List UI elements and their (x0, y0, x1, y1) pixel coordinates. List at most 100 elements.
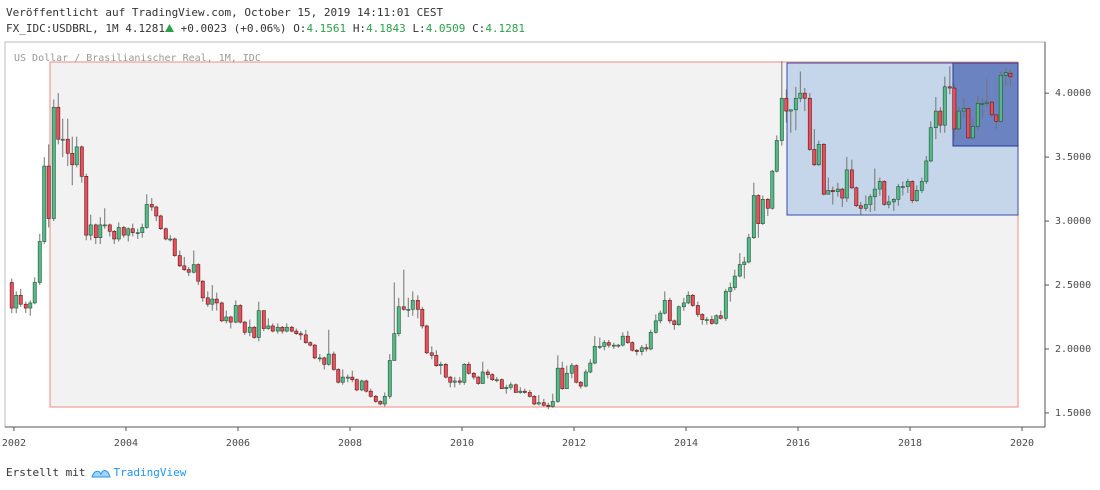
candle-body (578, 381, 583, 387)
up-arrow (164, 24, 174, 32)
candle-body (956, 110, 961, 130)
candle-body (476, 376, 481, 384)
candle-body (527, 392, 532, 397)
candle-body (364, 380, 369, 392)
candle-body (396, 306, 401, 334)
candle-body (270, 325, 275, 332)
made-with: Erstellt mit (6, 466, 86, 479)
candle-body (667, 300, 672, 322)
last-price: 4.1281 (125, 22, 165, 35)
brand-link[interactable]: TradingView (91, 466, 186, 479)
candle-body (256, 310, 261, 338)
candle-body (504, 387, 509, 389)
candle-body (65, 138, 70, 154)
candle-body (214, 298, 219, 304)
candle-body (835, 188, 840, 192)
candle-body (919, 181, 924, 191)
candle-body (536, 402, 541, 405)
candle-body (424, 325, 429, 354)
candle-body (401, 306, 406, 310)
series-legend: US Dollar / Brasilianischer Real, 1M, ID… (14, 53, 261, 64)
candle-body (186, 269, 191, 273)
candle-body (877, 181, 882, 190)
brand-name: TradingView (113, 466, 187, 479)
candle-body (625, 335, 630, 343)
candle-body (126, 228, 131, 236)
candle-body (266, 325, 271, 329)
candle-body (574, 365, 579, 383)
candle-body (779, 97, 784, 141)
symbol: FX_IDC:USDBRL, 1M (6, 22, 119, 35)
candle-body (560, 367, 565, 389)
candle-body (732, 275, 737, 288)
candle-body (228, 316, 233, 323)
candle-body (891, 199, 896, 203)
candle-body (793, 97, 798, 111)
candle-body (219, 302, 224, 322)
candle-body (541, 402, 546, 406)
candle-body (882, 181, 887, 205)
candle-body (18, 294, 23, 305)
candle-body (116, 227, 121, 240)
candle-body (681, 302, 686, 308)
y-tick-label: 2.5000 (1055, 280, 1091, 291)
candle-body (140, 227, 145, 233)
candle-body (74, 146, 79, 166)
candle-body (942, 86, 947, 126)
candle-body (770, 170, 775, 209)
y-tick-label: 2.0000 (1055, 344, 1091, 355)
candle-body (616, 344, 621, 347)
candle-body (490, 374, 495, 380)
candle-body (247, 326, 252, 333)
candle-body (294, 330, 299, 334)
candle-body (886, 201, 891, 205)
candle-body (410, 300, 415, 310)
candle-body (331, 353, 336, 370)
candle-body (93, 224, 98, 238)
candle-body (905, 181, 910, 187)
candle-body (308, 342, 313, 346)
y-tick-label: 1.5000 (1055, 408, 1091, 419)
candle-body (438, 364, 443, 366)
y-tick-label: 3.5000 (1055, 152, 1091, 163)
candle-body (588, 362, 593, 373)
candle-body (695, 305, 700, 315)
candle-body (238, 305, 243, 323)
candle-body (210, 298, 215, 305)
candle-body (938, 110, 943, 126)
candle-body (322, 357, 327, 365)
candle-body (350, 376, 355, 380)
candle-body (998, 74, 1003, 122)
candle-body (312, 344, 317, 359)
candle-body (704, 319, 709, 321)
candle-body (522, 390, 527, 393)
candle-body (546, 404, 551, 407)
candle-body (774, 140, 779, 172)
open-value: 4.1561 (306, 22, 347, 35)
candle-body (98, 224, 103, 238)
candle-body (989, 101, 994, 116)
y-tick-label: 4.0000 (1055, 88, 1091, 99)
candle-body (317, 357, 322, 360)
candle-body (765, 199, 770, 209)
candle-body (896, 186, 901, 200)
candle-body (466, 364, 471, 374)
candle-body (984, 101, 989, 104)
candle-body (70, 152, 75, 166)
close-label: C: (472, 22, 486, 35)
chart: US Dollar / Brasilianischer Real, 1M, ID… (2, 41, 1091, 449)
candle-body (816, 144, 821, 166)
candle-body (112, 231, 117, 240)
candle-body (415, 300, 420, 310)
candle-body (406, 309, 411, 311)
candle-body (686, 294, 691, 304)
candle-body (742, 261, 747, 265)
candle-body (611, 344, 616, 347)
candle-body (784, 97, 789, 112)
candle-body (480, 371, 485, 384)
candle-body (807, 97, 812, 150)
candle-body (550, 401, 555, 407)
candle-body (37, 241, 42, 283)
candle-body (812, 149, 817, 166)
